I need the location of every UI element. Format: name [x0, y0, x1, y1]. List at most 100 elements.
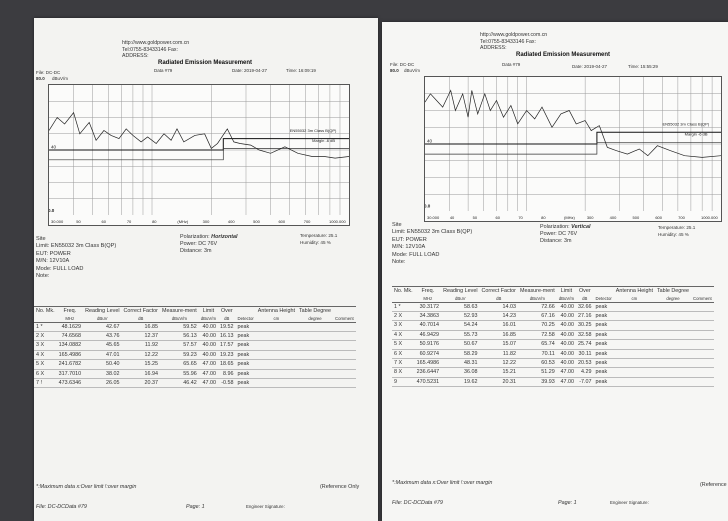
table-cell: 60.53 — [517, 358, 557, 369]
unit-cell: dB — [576, 294, 594, 303]
table-cell: 46.42 — [159, 378, 199, 389]
table-cell: 30.11 — [576, 349, 594, 360]
table-cell: peak — [235, 340, 256, 351]
test-date: Date: 2019-04-27 — [572, 64, 608, 69]
table-cell: 27.16 — [576, 311, 594, 322]
table-cell: 20.37 — [121, 378, 160, 389]
page-header: http://www.goldpower.com.cn Tel:0755-834… — [122, 40, 189, 60]
table-cell: 47.00 — [198, 369, 219, 380]
mode-label: Mode: FULL LOAD — [392, 251, 440, 258]
x-tick-label: 30.000 — [427, 215, 440, 220]
table-cell — [296, 331, 334, 342]
y-unit-label: dBuV/m — [404, 68, 421, 73]
x-tick-label: 30.000 — [51, 219, 64, 224]
table-row: 5 X 241.6782 50.40 15.25 65.65 47.00 18.65 peak — [34, 359, 356, 370]
table-cell: 60.9274 — [414, 349, 442, 360]
plot-svg: EN55032 3m Class B(QP) Margin -6 dB 40 0.0 3… — [49, 85, 349, 224]
unit-cell: MHz — [414, 294, 442, 303]
table-cell: 470.5231 — [414, 377, 442, 388]
x-tick-label: 50 — [473, 215, 478, 220]
table-row: 3 X 134.0882 45.65 11.92 57.57 40.00 17.57 peak — [34, 340, 356, 351]
distance-label: Distance: 3m — [540, 238, 572, 244]
eut-label: EUT: POWER — [36, 250, 71, 257]
table-cell: 40.00 — [556, 330, 577, 341]
table-cell: 54.24 — [441, 320, 480, 331]
unit-cell: cm — [613, 294, 655, 303]
x-tick-label: 1000.000 — [329, 219, 346, 224]
table-cell: 19.52 — [218, 322, 236, 333]
note-label: Note: — [36, 273, 50, 280]
data-number: Data #79 — [154, 68, 173, 73]
table-cell: 12.37 — [121, 331, 160, 342]
table-cell — [333, 350, 356, 361]
table-cell — [333, 322, 356, 333]
table-row: 4 X 46.9429 55.73 16.85 72.58 40.00 32.58 peak — [392, 330, 714, 341]
table-cell: 42.67 — [83, 322, 122, 333]
unit-cell: dBuV/m — [556, 294, 577, 303]
table-cell — [255, 369, 297, 380]
x-tick-label: 300 — [203, 219, 210, 224]
company-url: http://www.goldpower.com.cn — [122, 40, 190, 46]
table-cell — [296, 378, 334, 389]
unit-cell: dBuV/m — [198, 314, 219, 323]
table-cell — [255, 350, 297, 361]
unit-cell — [392, 294, 415, 303]
power-label: Power: DC 76V — [180, 241, 218, 247]
table-cell: 72.58 — [517, 330, 557, 341]
limit-label: Limit: EN55032 3m Class B(QP) — [36, 243, 117, 250]
page-header: http://www.goldpower.com.cn Tel:0755-834… — [480, 32, 547, 52]
table-cell: 16.85 — [121, 322, 160, 333]
table-cell: peak — [593, 377, 614, 388]
unit-cell: Detector — [235, 314, 256, 323]
table-cell: 45.65 — [83, 340, 122, 351]
table-cell: 38.02 — [83, 369, 122, 380]
table-cell: 34.3863 — [414, 311, 442, 322]
table-cell — [691, 311, 714, 322]
test-time: Time: 16:09:19 — [286, 68, 316, 73]
x-tick-label: 40 — [450, 215, 455, 220]
table-cell — [691, 302, 714, 313]
y-tick-label: 40 — [51, 144, 57, 149]
limit-line — [49, 138, 349, 151]
test-time: Time: 15:55:29 — [628, 64, 658, 69]
table-cell: 7 ! — [34, 378, 57, 389]
table-cell — [613, 339, 655, 350]
table-cell: peak — [235, 350, 256, 361]
table-cell — [654, 358, 692, 369]
x-tick-label: 50 — [76, 219, 81, 224]
table-cell: 6 X — [392, 349, 415, 360]
table-cell: 40.00 — [556, 320, 577, 331]
table-cell: 473.6346 — [56, 378, 84, 389]
column-header: Correct Factor — [479, 285, 518, 295]
unit-cell: degree — [654, 294, 692, 303]
table-cell — [654, 339, 692, 350]
table-cell — [654, 377, 692, 388]
unit-cell: dB — [121, 314, 160, 323]
unit-cell: MHz — [56, 314, 84, 323]
table-cell: 25.74 — [576, 339, 594, 350]
table-cell: 19.62 — [441, 377, 480, 388]
table-cell: 70.11 — [517, 349, 557, 360]
table-cell — [613, 349, 655, 360]
table-cell — [333, 340, 356, 351]
footer-signature: Engineer Signature: — [246, 504, 285, 509]
table-cell: 72.66 — [517, 302, 557, 313]
company-tel: Tel:0755-83433146 Fax: — [480, 38, 536, 45]
column-header: Measure-ment — [159, 305, 199, 315]
site-label: Site — [392, 222, 402, 228]
mode-label: Mode: FULL LOAD — [36, 265, 84, 272]
table-cell: 236.6447 — [414, 367, 442, 378]
env-conditions: Temperature: 25.1 Humidity: 45 % — [300, 232, 337, 246]
unit-cell: Comment — [333, 314, 356, 323]
results-table: No. Mk. Freq. Reading Level Correct Factor M… — [392, 285, 714, 388]
table-cell: 16.94 — [121, 369, 160, 380]
unit-cell: Comment — [691, 294, 714, 303]
table-cell: 74.6568 — [56, 331, 84, 342]
table-row: 2 X 34.3863 52.93 14.23 67.16 40.00 27.16 peak — [392, 311, 714, 322]
table-cell: 20.53 — [576, 358, 594, 369]
table-cell: peak — [593, 330, 614, 341]
measurement-trace — [425, 89, 721, 158]
table-row: 9 470.5231 19.62 20.31 39.93 47.00 -7.07 peak — [392, 377, 714, 388]
table-cell: 48.31 — [441, 358, 480, 369]
x-tick-label: 700 — [304, 219, 311, 224]
